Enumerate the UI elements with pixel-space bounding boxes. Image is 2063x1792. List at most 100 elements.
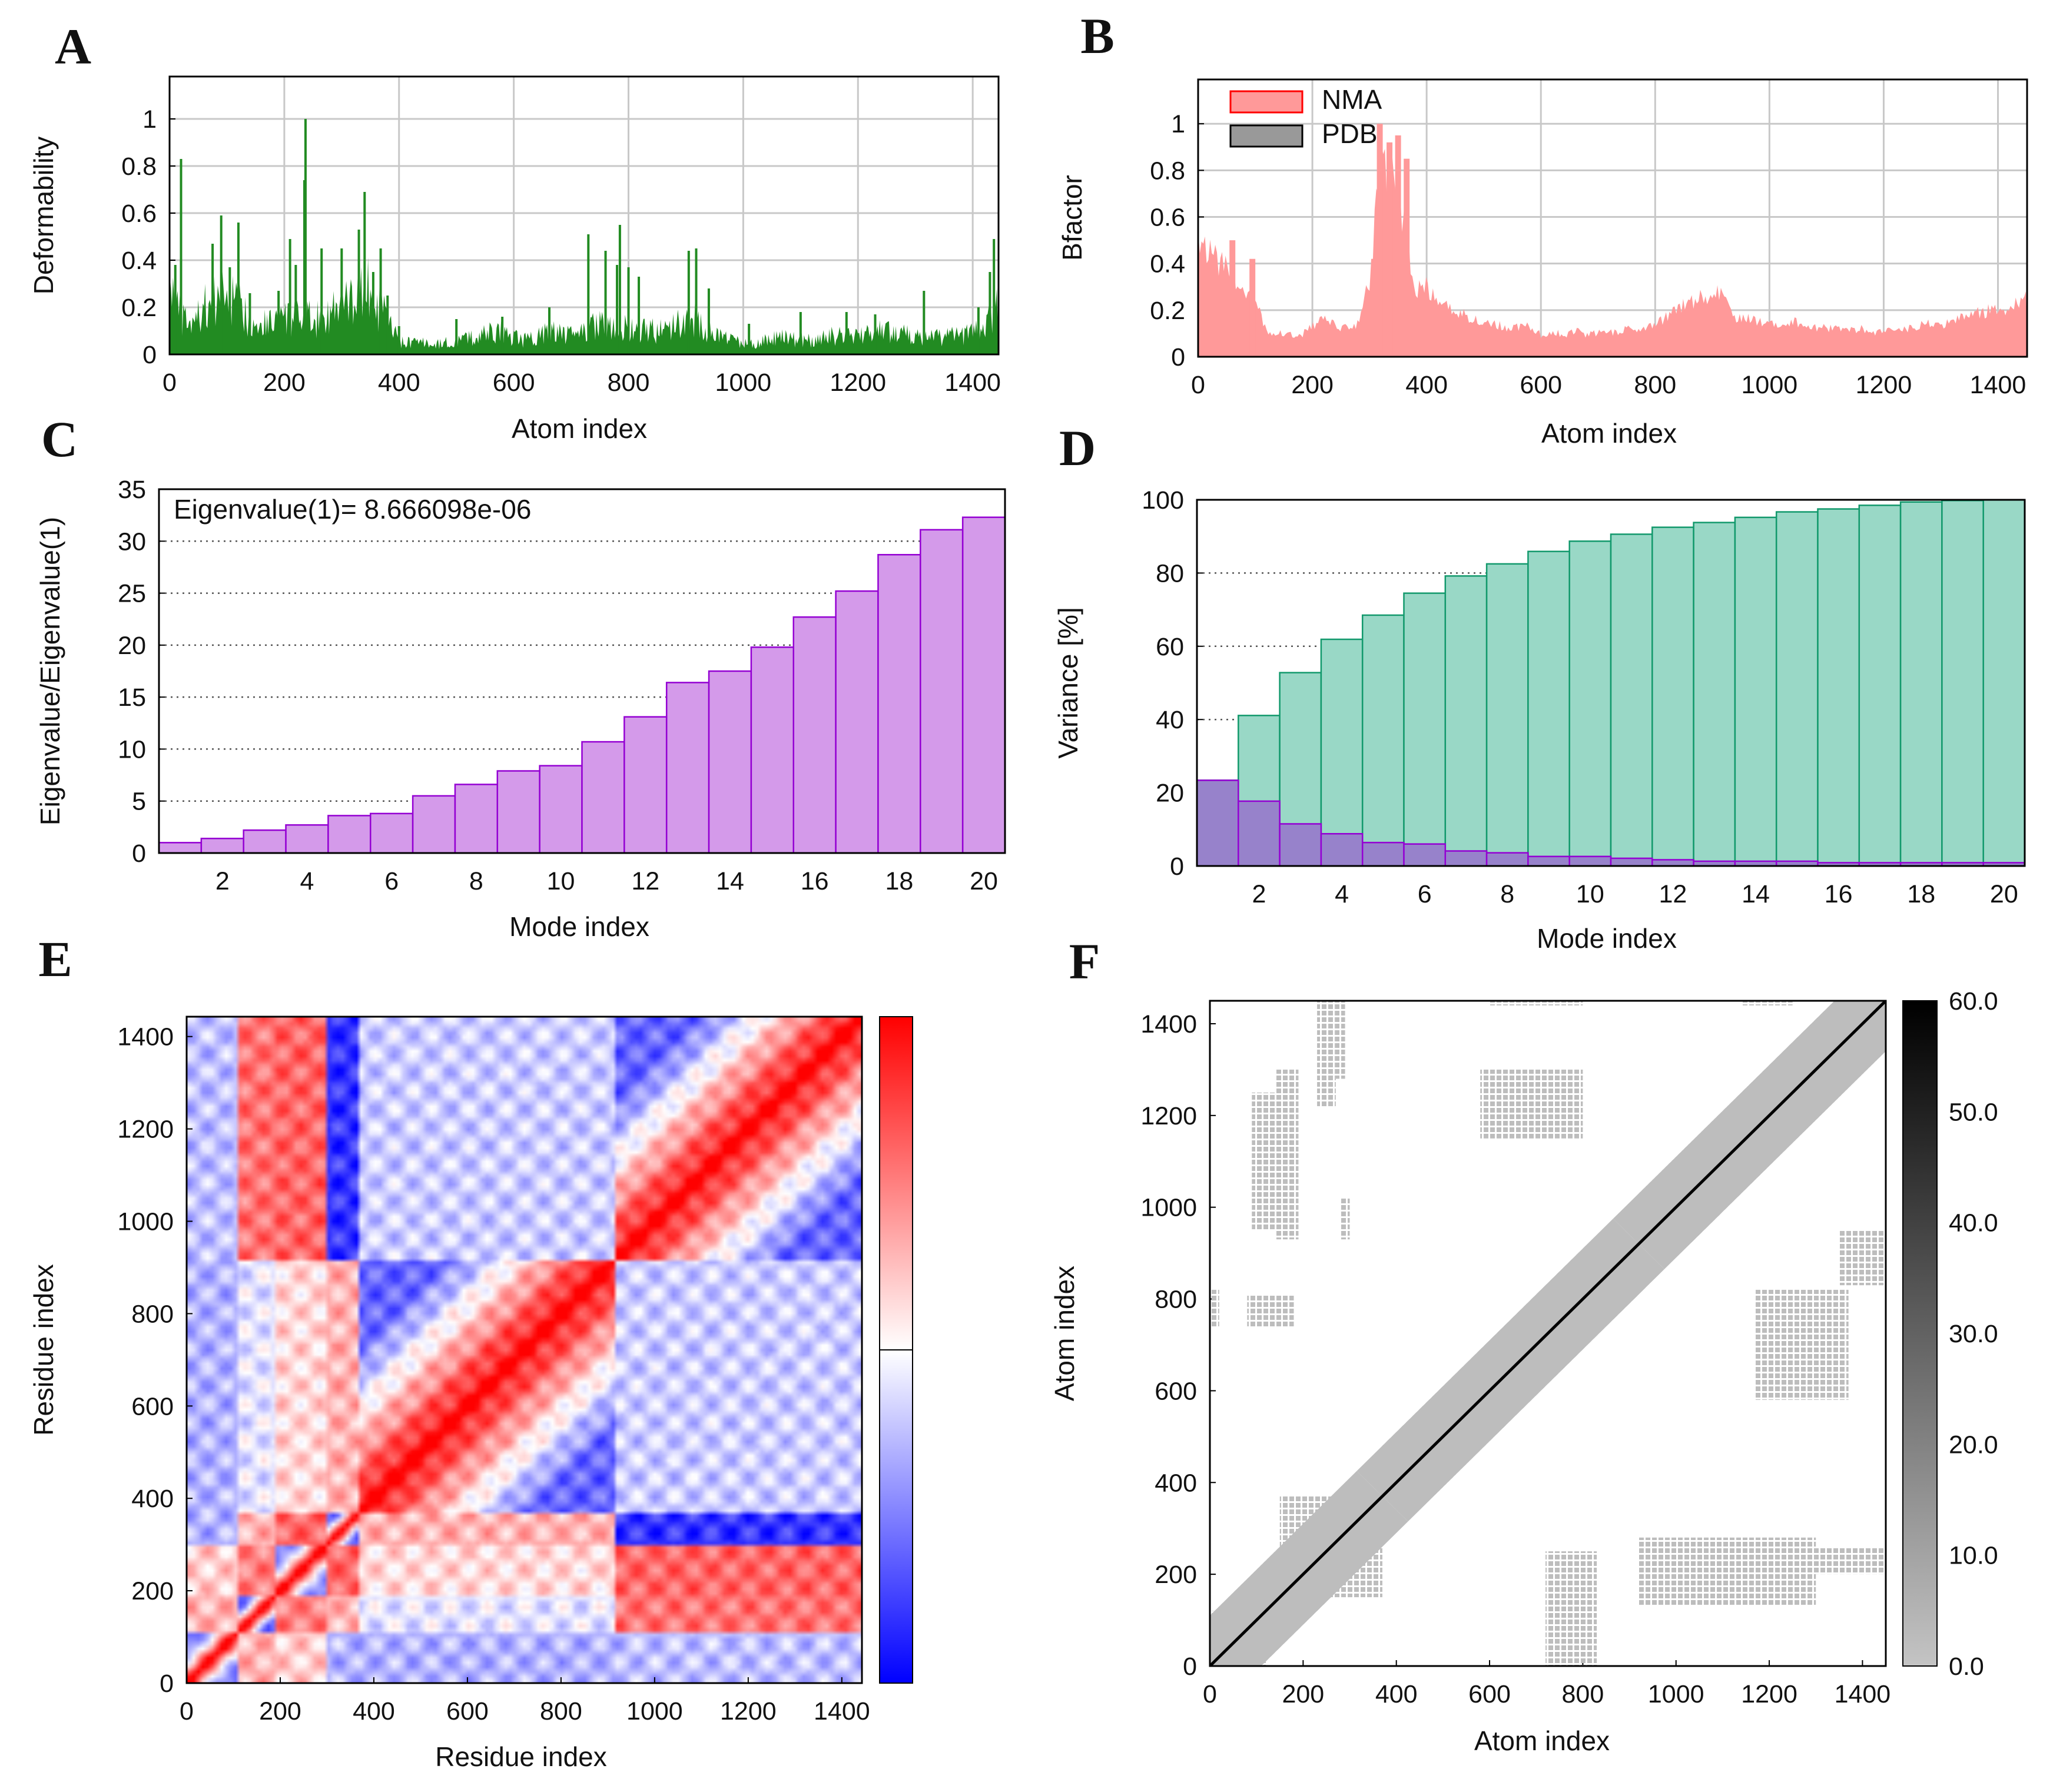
x-tick-label: 12 [631,867,659,895]
x-tick-label: 800 [1634,371,1676,399]
x-tick-label: 200 [1291,371,1334,399]
eigenvalue-bar [370,812,414,854]
y-tick-label: 80 [1156,559,1184,588]
panel-a: A 0 0.2 0.4 0.6 0.8 1 0 200 400 600 800 1000 1200 1400… [28,18,1001,444]
contact-cluster [1247,1294,1294,1327]
y-tick-label: 1000 [117,1208,174,1236]
individual-variance-bar [1651,859,1694,867]
y-tick-label: 600 [131,1392,174,1421]
x-tick-label: 200 [259,1697,301,1725]
x-tick-label: 400 [353,1697,395,1725]
x-tick-label: 400 [1405,371,1448,399]
x-tick-label: 1200 [1856,371,1912,399]
panel-f-colorbar [1902,1000,1938,1667]
x-tick-label: 1200 [830,369,886,397]
x-tick-label: 400 [378,369,420,397]
individual-variance-bar [1361,841,1405,867]
x-tick-label: 800 [540,1697,582,1725]
individual-variance-bar [1279,823,1322,867]
colorbar-tick-label: 30.0 [1949,1320,1998,1348]
x-tick-label: 1000 [1648,1680,1704,1708]
x-tick-label: 8 [469,867,483,895]
legend-swatch-pdb [1229,124,1304,148]
y-tick-label: 20 [118,632,146,660]
legend-label-nma: NMA [1322,84,1382,115]
y-tick-label: 0 [142,341,157,369]
individual-variance-bar [1568,855,1612,867]
y-tick-label: 60 [1156,633,1184,661]
y-tick-label: 400 [131,1485,174,1513]
contact-cluster [1252,1092,1275,1230]
x-tick-label: 0 [180,1697,194,1725]
cumulative-variance-bar [1693,522,1736,867]
contact-cluster [1335,1001,1345,1079]
eigenvalue-bar [792,616,837,854]
diagonal-line [1210,1001,1886,1666]
contact-cluster [1741,1001,1793,1005]
individual-variance-bar [1444,850,1488,867]
x-tick-label: 800 [608,369,650,397]
y-tick-label: 1 [1171,110,1185,138]
deformability-area [170,257,999,354]
contact-cluster [1806,1547,1886,1575]
y-tick-label: 0 [1171,343,1185,371]
eigenvalue-bar [285,824,329,854]
y-tick-label: 1200 [117,1116,174,1144]
y-axis-label: Variance [%] [1053,607,1083,758]
x-tick-label: 6 [384,867,399,895]
colorbar-tick-label: 0.0 [1949,1652,1984,1681]
eigenvalue-bar [920,529,964,854]
x-tick-label: 16 [1825,880,1853,908]
x-tick-label: 10 [1576,880,1604,908]
y-tick-label: 0.6 [121,200,157,228]
eigenvalue-bar [496,770,540,854]
x-tick-label: 12 [1659,880,1687,908]
cumulative-variance-bar [1444,575,1488,867]
y-tick-label: 400 [1155,1469,1197,1497]
x-tick-label: 8 [1500,880,1514,908]
individual-variance-bar [1610,857,1653,867]
colorbar-tick-label: 60.0 [1949,987,1998,1016]
y-tick-label: 800 [1155,1286,1197,1314]
individual-variance-bar [1527,855,1570,867]
x-tick-label: 600 [1468,1680,1511,1708]
cumulative-variance-bar [1320,638,1364,867]
y-tick-label: 15 [118,683,146,712]
y-tick-label: 0 [160,1670,174,1698]
cumulative-variance-bar [1568,540,1612,867]
eigenvalue-bar [708,670,752,854]
plot-frame [185,1016,863,1684]
eigenvalue-bar [454,784,499,854]
cumulative-variance-bar [1982,499,2026,867]
eigenvalue-bar [750,646,795,854]
x-tick-label: 0 [1203,1680,1217,1708]
x-tick-label: 1400 [944,369,1001,397]
x-tick-label: 10 [547,867,575,895]
y-tick-label: 0.2 [1150,297,1185,325]
panel-letter-e: E [38,931,72,987]
x-tick-label: 0 [162,369,177,397]
colorbar-tick-label: 50.0 [1949,1098,1998,1126]
cumulative-variance-bar [1941,499,1984,867]
y-tick-label: 0.2 [121,294,157,322]
x-tick-label: 600 [493,369,535,397]
plot-frame [1196,499,2026,867]
x-tick-label: 6 [1418,880,1432,908]
cumulative-variance-bar [1817,508,1860,867]
eigenvalue-bar [539,765,583,854]
cumulative-variance-bar [1651,526,1694,867]
x-tick-label: 4 [1335,880,1349,908]
cumulative-variance-bar [1485,563,1529,867]
y-axis-label: Bfactor [1057,175,1087,261]
contact-cluster [1275,1069,1299,1240]
individual-variance-bar [1238,800,1281,867]
cumulative-variance-bar [1858,505,1902,867]
eigenvalue-bar [961,516,1006,854]
cumulative-variance-bar [1899,501,1943,867]
x-tick-label: 600 [446,1697,489,1725]
contact-cluster [1639,1537,1816,1607]
contact-cluster [1755,1289,1849,1400]
x-tick-label: 16 [801,867,829,895]
